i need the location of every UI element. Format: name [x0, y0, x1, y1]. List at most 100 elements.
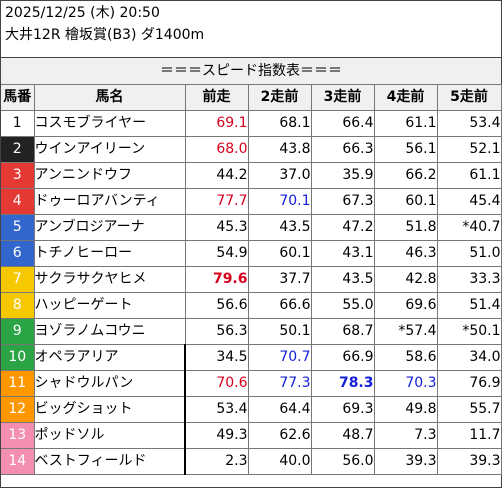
speed-index-value: 11.7 — [436, 422, 502, 449]
speed-index-value: 62.6 — [247, 422, 312, 449]
col-header-last: 前走 — [184, 84, 249, 111]
speed-index-value: 56.0 — [310, 448, 375, 475]
speed-index-value: 64.4 — [247, 396, 312, 423]
speed-index-value: 52.1 — [436, 136, 502, 163]
speed-index-value: 37.7 — [247, 266, 312, 293]
speed-index-value: 66.6 — [247, 292, 312, 319]
speed-index-value: 66.9 — [310, 344, 375, 371]
col-header-2ago: 2走前 — [247, 84, 312, 111]
speed-index-value: 76.9 — [436, 370, 502, 397]
race-datetime: 2025/12/25 (木) 20:50 — [5, 5, 160, 21]
speed-index-value: 67.3 — [310, 188, 375, 215]
speed-index-value: 69.1 — [184, 110, 249, 137]
speed-index-value: 53.4 — [436, 110, 502, 137]
speed-index-value: 39.3 — [373, 448, 438, 475]
speed-index-value: 68.7 — [310, 318, 375, 345]
speed-index-value: 68.1 — [247, 110, 312, 137]
speed-index-value: 56.1 — [373, 136, 438, 163]
table-row: 6 トチノヒーロー 54.9 60.1 43.1 46.3 51.0 — [1, 240, 502, 267]
col-header-3ago: 3走前 — [310, 84, 375, 111]
horse-number: 11 — [1, 370, 35, 397]
speed-index-value: 34.5 — [184, 344, 249, 371]
speed-index-value: 43.8 — [247, 136, 312, 163]
speed-index-value: 40.0 — [247, 448, 312, 475]
horse-name: サクラサクヤヒメ — [33, 266, 186, 293]
speed-index-value: 77.3 — [247, 370, 312, 397]
speed-index-value: 53.4 — [184, 396, 249, 423]
horse-number: 7 — [1, 266, 35, 293]
speed-index-value: 43.1 — [310, 240, 375, 267]
speed-index-value: 49.3 — [184, 422, 249, 449]
table-row: 8 ハッピーゲート 56.6 66.6 55.0 69.6 51.4 — [1, 292, 502, 319]
table-row: 11 シャドウルパン 70.6 77.3 78.3 70.3 76.9 — [1, 370, 502, 397]
speed-index-value: 49.8 — [373, 396, 438, 423]
horse-number: 1 — [1, 110, 35, 137]
horse-name: ビッグショット — [33, 396, 186, 423]
speed-index-value: *40.7 — [436, 214, 502, 241]
horse-number: 5 — [1, 214, 35, 241]
speed-index-value: 66.2 — [373, 162, 438, 189]
speed-index-value: 69.3 — [310, 396, 375, 423]
speed-index-value: 2.3 — [184, 448, 249, 475]
speed-index-value: 70.3 — [373, 370, 438, 397]
horse-name: オペラアリア — [33, 344, 186, 371]
horse-name: ドゥーロアバンティ — [33, 188, 186, 215]
table-row: 12 ビッグショット 53.4 64.4 69.3 49.8 55.7 — [1, 396, 502, 423]
table-row: 3 アンニンドウフ 44.2 37.0 35.9 66.2 61.1 — [1, 162, 502, 189]
speed-index-value: 46.3 — [373, 240, 438, 267]
horse-number: 3 — [1, 162, 35, 189]
speed-index-value: 43.5 — [310, 266, 375, 293]
speed-index-value: 51.8 — [373, 214, 438, 241]
speed-index-value: *57.4 — [373, 318, 438, 345]
speed-index-value: 56.3 — [184, 318, 249, 345]
speed-index-value: 35.9 — [310, 162, 375, 189]
speed-index-value: 60.1 — [373, 188, 438, 215]
col-header-umaban: 馬番 — [1, 84, 35, 111]
horse-name: シャドウルパン — [33, 370, 186, 397]
col-header-name: 馬名 — [33, 84, 186, 111]
speed-index-value: 79.6 — [184, 266, 249, 293]
table-row: 1 コスモブライヤー 69.1 68.1 66.4 61.1 53.4 — [1, 110, 502, 137]
horse-number: 13 — [1, 422, 35, 449]
speed-index-value: 45.4 — [436, 188, 502, 215]
horse-name: トチノヒーロー — [33, 240, 186, 267]
speed-index-value: 39.3 — [436, 448, 502, 475]
speed-index-value: 47.2 — [310, 214, 375, 241]
table-row: 10 オペラアリア 34.5 70.7 66.9 58.6 34.0 — [1, 344, 502, 371]
speed-index-value: 58.6 — [373, 344, 438, 371]
speed-index-value: 51.4 — [436, 292, 502, 319]
speed-index-value: 70.7 — [247, 344, 312, 371]
horse-name: アンニンドウフ — [33, 162, 186, 189]
speed-index-value: 61.1 — [373, 110, 438, 137]
speed-index-value: 70.6 — [184, 370, 249, 397]
speed-index-value: 78.3 — [310, 370, 375, 397]
horse-number: 6 — [1, 240, 35, 267]
col-header-4ago: 4走前 — [373, 84, 438, 111]
horse-name: ウインアイリーン — [33, 136, 186, 163]
speed-index-value: 33.3 — [436, 266, 502, 293]
table-title: ＝＝＝スピード指数表＝＝＝ — [1, 57, 501, 85]
horse-name: コスモブライヤー — [33, 110, 186, 137]
speed-index-value: 66.3 — [310, 136, 375, 163]
speed-index-value: 68.0 — [184, 136, 249, 163]
speed-index-value: 69.6 — [373, 292, 438, 319]
horse-number: 9 — [1, 318, 35, 345]
horse-number: 4 — [1, 188, 35, 215]
speed-index-value: 60.1 — [247, 240, 312, 267]
race-info: 大井12R 檜坂賞(B3) ダ1400m — [5, 27, 205, 43]
speed-index-value: *50.1 — [436, 318, 502, 345]
col-header-5ago: 5走前 — [436, 84, 502, 111]
speed-index-value: 34.0 — [436, 344, 502, 371]
table-row: 4 ドゥーロアバンティ 77.7 70.1 67.3 60.1 45.4 — [1, 188, 502, 215]
horse-number: 8 — [1, 292, 35, 319]
table-row: 13 ポッドソル 49.3 62.6 48.7 7.3 11.7 — [1, 422, 502, 449]
horse-number: 12 — [1, 396, 35, 423]
speed-index-value: 55.0 — [310, 292, 375, 319]
speed-index-value: 7.3 — [373, 422, 438, 449]
table-row: 9 ヨゾラノムコウニ 56.3 50.1 68.7 *57.4 *50.1 — [1, 318, 502, 345]
horse-name: ベストフィールド — [33, 448, 186, 475]
horse-name: ポッドソル — [33, 422, 186, 449]
speed-index-value: 61.1 — [436, 162, 502, 189]
speed-index-value: 43.5 — [247, 214, 312, 241]
